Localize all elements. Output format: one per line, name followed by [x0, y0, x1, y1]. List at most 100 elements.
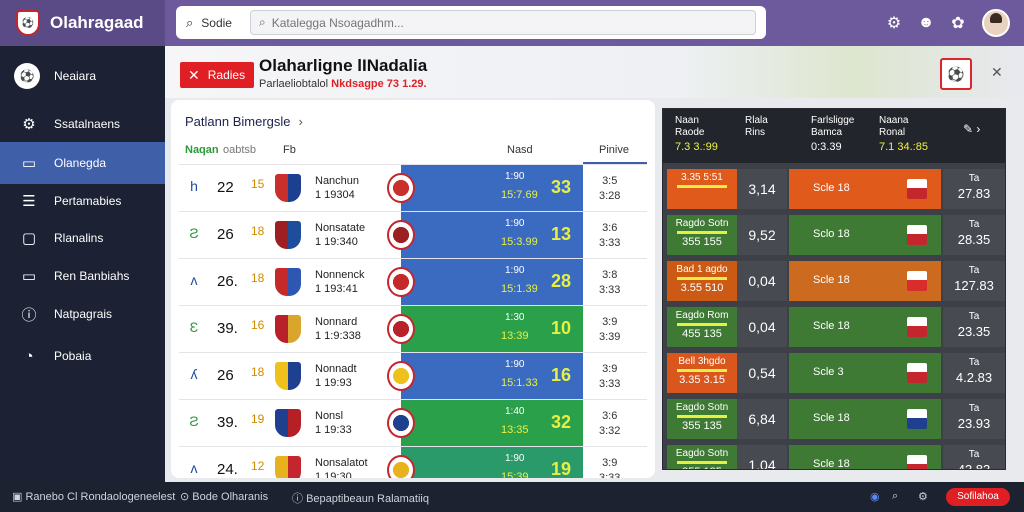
table-row[interactable]: Ɛ 39. 16 Nonnard 1 1:9:338 1:30 13:39 10 3:9 3:39 — [179, 305, 647, 352]
sidebar-item-active[interactable]: ▭ Olanegda — [0, 142, 165, 184]
radies-button-label: Radies — [207, 68, 246, 82]
table-row[interactable]: Ƨ 39. 19 Nonsl 1 19:33 1:40 13:35 32 3:6 3:32 — [179, 399, 647, 446]
opponent-crest-icon — [387, 361, 415, 391]
odds-bar — [677, 277, 727, 280]
odds-total[interactable]: Ta 23.35 — [943, 307, 1005, 347]
gear-icon[interactable]: ⚙ — [918, 491, 928, 503]
team-crest-icon — [275, 174, 301, 202]
sidebar-item-document[interactable]: ▢ Rlanalins — [0, 218, 165, 258]
puzzle-icon[interactable]: ✿ — [951, 15, 965, 32]
smiley-icon[interactable]: ☻ — [917, 14, 935, 31]
team-name: Nonnenck 1 193:41 — [315, 269, 365, 295]
footer-action-button[interactable]: Sofilahoa — [946, 488, 1010, 506]
odds-total[interactable]: Ta 127.83 — [943, 261, 1005, 301]
odds-selection[interactable]: Scle 18 — [789, 307, 941, 347]
odds-selection[interactable]: Scle 18 — [789, 169, 941, 209]
odds-row[interactable]: Eagdo Sotn 355 135 6,84 Scle 18 Ta 23.93 — [663, 395, 1005, 441]
odds-selection[interactable]: Scle 3 — [789, 353, 941, 393]
sidebar-item-list[interactable]: ☰ Pertamabies — [0, 181, 165, 221]
odds-selection[interactable]: Scle 18 — [789, 261, 941, 301]
team-flag-icon — [907, 271, 927, 291]
footer-link-2[interactable]: ⓘ Bepaptibeaun Ralamatiiq — [292, 490, 429, 506]
odds-total[interactable]: Ta 4.2.83 — [943, 353, 1005, 393]
fixture-info: 3:6 3:32 — [599, 410, 621, 437]
bar-sub: 15:1.33 — [501, 377, 538, 389]
odds-market[interactable]: Bell 3hgdo 3.35 3.15 — [667, 353, 737, 393]
odds-market[interactable]: Bad 1 agdo 3.55 510 — [667, 261, 737, 301]
search-field-icon: ⌕ — [259, 15, 266, 29]
search-bar: ⌕ Sodie ⌕ — [176, 6, 766, 39]
team-name: Nonnard 1 1:9:338 — [315, 316, 361, 342]
odds-market[interactable]: Ragdo Sotn 355 155 — [667, 215, 737, 255]
odds-value[interactable]: 0,54 — [737, 353, 787, 393]
odds-row[interactable]: Bad 1 agdo 3.55 510 0,04 Scle 18 Ta 127.83 — [663, 257, 1005, 303]
sidebar-item-info[interactable]: ⓘ Natpagrais — [0, 294, 165, 334]
odds-selection[interactable]: Sclo 18 — [789, 215, 941, 255]
gear-icon[interactable]: ⚙ — [886, 15, 902, 32]
sidebar-item-chat[interactable]: ▭ Ren Banbiahs — [0, 256, 165, 296]
footer-link-2-text: Bepaptibeaun Ralamatiiq — [306, 493, 429, 505]
sidebar-item-club[interactable]: ⚽ Neaiara — [0, 56, 165, 96]
search-scope-button[interactable]: ⌕ Sodie — [176, 6, 250, 39]
club-badge-icon[interactable]: ⚽ — [940, 58, 972, 90]
odds-total[interactable]: Ta 23.93 — [943, 399, 1005, 439]
odds-value[interactable]: 6,84 — [737, 399, 787, 439]
avatar[interactable] — [982, 9, 1010, 37]
fixture-info: 3:8 3:33 — [599, 269, 621, 296]
odds-head-1: Naan Raode 7.3 3.:99 — [675, 115, 718, 153]
help-icon[interactable]: ◉ — [870, 491, 880, 503]
page-header: ✕ Radies Olaharligne lINadalia Parlaelio… — [165, 46, 1024, 98]
footer-left-text: Ranebo Cl Rondaologeneelest — [25, 491, 176, 503]
monitor-icon: ▭ — [21, 155, 37, 172]
bar-score: 33 — [551, 177, 572, 197]
table-row[interactable]: ʌ 26. 18 Nonnenck 1 193:41 1:90 15:1.39 28 3:8 3:… — [179, 258, 647, 305]
sidebar-item-clock[interactable]: ◔ Pobaia — [0, 336, 165, 376]
odds-row[interactable]: Bell 3hgdo 3.35 3.15 0,54 Scle 3 Ta 4.2.83 — [663, 349, 1005, 395]
position: 26. — [217, 273, 238, 290]
odds-market[interactable]: Eagdo Rom 455 135 — [667, 307, 737, 347]
sidebar-item-settings[interactable]: ⚙ Ssatalnaens — [0, 104, 165, 144]
table-row[interactable]: h 22 15 Nanchun 1 19304 1:90 15:7.69 33 3:5 3:28 — [179, 164, 647, 211]
brand[interactable]: ⚽ Olahragaad — [0, 0, 165, 46]
search-field[interactable]: ⌕ — [250, 10, 756, 35]
close-icon[interactable]: ✕ — [991, 64, 1003, 80]
odds-value[interactable]: 9,52 — [737, 215, 787, 255]
team-crest-icon — [275, 315, 301, 343]
search-icon[interactable]: ⌕ — [892, 490, 899, 502]
team-flag-icon — [907, 317, 927, 337]
odds-total[interactable]: Ta 43.83 — [943, 445, 1005, 469]
odds-value[interactable]: 0,04 — [737, 261, 787, 301]
bar-score: 10 — [551, 318, 572, 338]
odds-nav[interactable]: ✎ › — [963, 123, 980, 135]
close-icon: ✕ — [188, 66, 200, 83]
sidebar-item-label: Rlanalins — [54, 231, 104, 245]
subtitle-highlight: Nkdsagpe 73 1.29. — [331, 78, 427, 90]
panel-title[interactable]: Patlann Bimergsle › — [185, 114, 303, 129]
search-input[interactable] — [271, 15, 732, 30]
team-flag-icon — [907, 179, 927, 199]
odds-market[interactable]: 3.35 5:51 — [667, 169, 737, 209]
team-crest-icon — [275, 268, 301, 296]
chevron-right-icon[interactable]: › — [976, 122, 981, 136]
table-row[interactable]: ʎ 26 18 Nonnadt 1 19:93 1:90 15:1.33 16 3:9 3:33 — [179, 352, 647, 399]
table-row[interactable]: ʌ 24. 12 Nonsalatot 1 19:30 1:90 15:39 19 3:9 3:3… — [179, 446, 647, 478]
odds-row[interactable]: Eagdo Rom 455 135 0,04 Scle 18 Ta 23.35 — [663, 303, 1005, 349]
odds-value[interactable]: 3,14 — [737, 169, 787, 209]
odds-value[interactable]: 1,04 — [737, 445, 787, 469]
team-name: Nonnadt 1 19:93 — [315, 363, 357, 389]
odds-value[interactable]: 0,04 — [737, 307, 787, 347]
table-row[interactable]: Ƨ 26 18 Nonsatate 1 19:340 1:90 15:3.99 13 3:6 3:… — [179, 211, 647, 258]
odds-total[interactable]: Ta 28.35 — [943, 215, 1005, 255]
radies-button[interactable]: ✕ Radies — [180, 62, 254, 88]
odds-total[interactable]: Ta 27.83 — [943, 169, 1005, 209]
odds-row[interactable]: 3.35 5:51 3,14 Scle 18 Ta 27.83 — [663, 165, 1005, 211]
odds-row[interactable]: Ragdo Sotn 355 155 9,52 Sclo 18 Ta 28.35 — [663, 211, 1005, 257]
odds-selection[interactable]: Scle 18 — [789, 445, 941, 469]
footer-link-1[interactable]: ⊙ Bode Olharanis — [180, 490, 268, 503]
col-head-5[interactable]: Pinive — [599, 144, 629, 156]
edit-icon[interactable]: ✎ — [963, 122, 974, 136]
odds-selection[interactable]: Scle 18 — [789, 399, 941, 439]
